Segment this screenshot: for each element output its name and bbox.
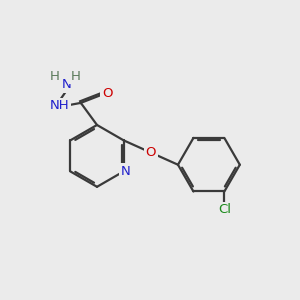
Text: Cl: Cl [218, 203, 231, 216]
Text: N: N [62, 78, 72, 91]
Text: NH: NH [50, 99, 69, 112]
Text: H: H [70, 70, 80, 83]
Text: N: N [120, 165, 130, 178]
Text: H: H [50, 70, 59, 83]
Text: O: O [102, 87, 112, 100]
Text: O: O [146, 146, 156, 159]
